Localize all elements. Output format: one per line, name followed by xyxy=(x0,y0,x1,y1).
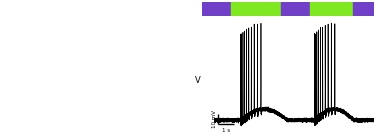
Bar xyxy=(202,2,231,16)
Bar xyxy=(310,2,353,16)
Bar xyxy=(231,2,281,16)
Text: 1 s: 1 s xyxy=(222,128,231,133)
Bar xyxy=(281,2,310,16)
Text: 10 mV: 10 mV xyxy=(212,110,217,128)
Text: V: V xyxy=(195,76,201,85)
Bar xyxy=(353,2,374,16)
